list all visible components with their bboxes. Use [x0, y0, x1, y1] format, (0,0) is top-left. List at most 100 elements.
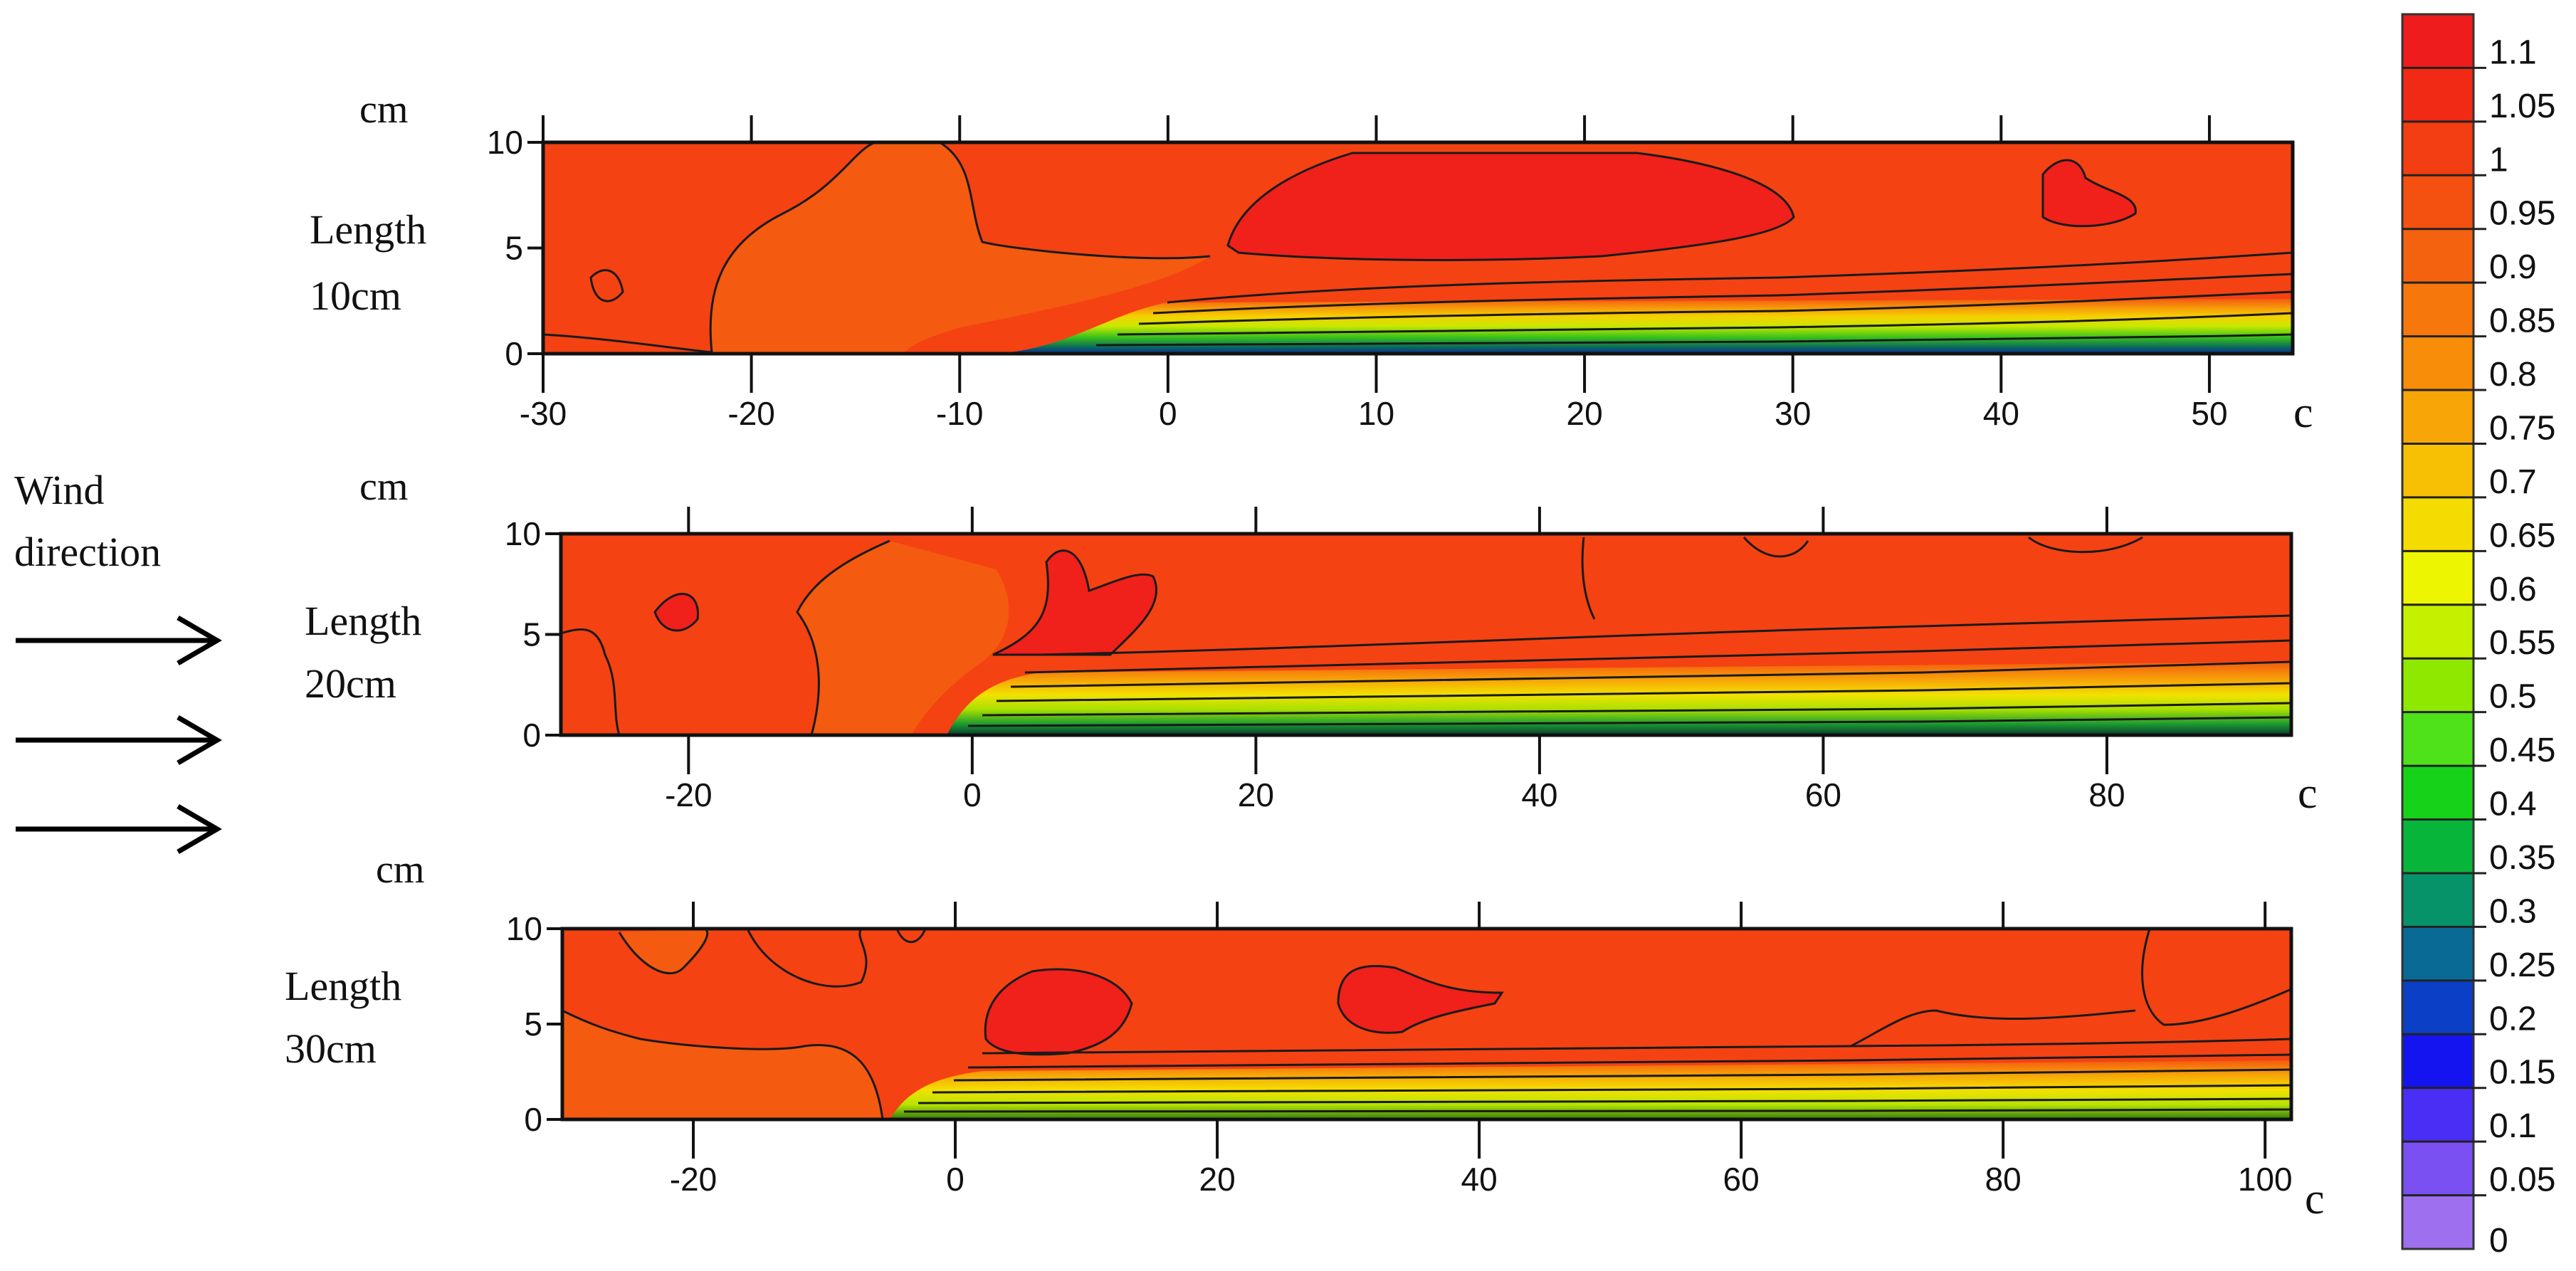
cool-zone-contour	[562, 1011, 883, 1119]
colorbar-swatch	[2402, 336, 2474, 391]
low-value-band	[947, 662, 2291, 735]
colorbar-swatch	[2402, 658, 2474, 713]
x-tick-label: 60	[1805, 776, 1841, 813]
panel-label-line2: 30cm	[285, 1025, 377, 1072]
x-tick-label: 40	[1521, 776, 1557, 813]
colorbar-swatch	[2402, 980, 2474, 1035]
cool-zone-contour	[797, 541, 1009, 735]
colorbar-label: 0.45	[2489, 732, 2555, 769]
wind-label-line2: direction	[14, 529, 161, 575]
x-tick-label: 20	[1238, 776, 1274, 813]
wind-direction-indicator: Wind direction	[14, 467, 222, 855]
colorbar-swatch	[2402, 712, 2474, 767]
panel-length-20cm: cm Length 20cm -20 0 20 40 60 80 0 5 10 c	[305, 465, 2318, 818]
y-tick-label: 0	[505, 335, 523, 372]
x-tick-label: 30	[1775, 395, 1811, 432]
colorbar-swatch	[2402, 443, 2474, 498]
colorbar-swatch	[2402, 819, 2474, 874]
colorbar-label: 0	[2489, 1222, 2508, 1260]
colorbar-legend: 1.1 1.05 1 0.95 0.9 0.85 0.8 0.75 0.7 0.65 0.6 0.55…	[2401, 13, 2555, 1260]
colorbar-label: 0.85	[2489, 302, 2555, 340]
colorbar-label: 0.4	[2489, 786, 2537, 823]
y-tick-label: 5	[522, 616, 541, 653]
colorbar-swatch	[2402, 1195, 2474, 1250]
x-tick-label: 80	[2088, 776, 2125, 813]
colorbar-swatch	[2402, 1034, 2474, 1089]
y-unit-label: cm	[376, 848, 424, 892]
colorbar-label: 0.65	[2489, 517, 2555, 554]
colorbar-swatch	[2402, 497, 2474, 552]
hot-zone-contour	[1338, 966, 1502, 1033]
colorbar-swatch	[2402, 927, 2474, 981]
colorbar-label: 0.55	[2489, 624, 2555, 662]
hot-zone-contour	[1228, 153, 1794, 260]
colorbar-label: 1.05	[2489, 88, 2555, 125]
y-tick-label: 0	[522, 717, 541, 754]
cool-zone-contour	[710, 142, 1210, 354]
x-tick-label: -10	[936, 395, 983, 432]
x-axis: -30 -20 -10 0 10 20 30 40 50	[520, 115, 2228, 432]
panel-length-30cm: cm Length 30cm -20 0 20 40 60 80 100 0 5 10	[285, 848, 2325, 1223]
y-axis: 0 5 10	[506, 910, 562, 1138]
y-tick-label: 10	[487, 124, 523, 161]
colorbar-swatch	[2402, 604, 2474, 660]
x-tick-label: 100	[2238, 1161, 2293, 1198]
x-tick-label: 80	[1985, 1161, 2022, 1198]
x-tick-label: 0	[963, 776, 982, 813]
x-unit-label: c	[2298, 769, 2318, 818]
y-axis: 0 5 10	[505, 515, 561, 754]
y-tick-label: 10	[506, 910, 542, 947]
wind-label-line1: Wind	[14, 467, 105, 513]
colorbar-swatch	[2402, 872, 2474, 928]
x-tick-label: 50	[2191, 395, 2227, 432]
colorbar-swatch	[2402, 175, 2474, 230]
colorbar-label: 0.2	[2489, 1000, 2537, 1038]
colorbar-label: 0.05	[2489, 1161, 2555, 1199]
y-tick-label: 0	[524, 1101, 542, 1138]
x-tick-label: -20	[727, 395, 774, 432]
x-tick-label: 10	[1358, 395, 1394, 432]
wind-arrow-icon	[16, 615, 222, 666]
colorbar-label: 0.5	[2489, 678, 2537, 716]
colorbar-swatch	[2402, 283, 2474, 337]
panel-label-line1: Length	[310, 206, 426, 253]
colorbar-label: 0.35	[2489, 839, 2555, 877]
colorbar-label: 0.6	[2489, 571, 2537, 608]
colorbar-swatch	[2402, 121, 2474, 176]
cool-zone-contour	[619, 929, 708, 974]
colorbar-swatch	[2402, 390, 2474, 445]
x-unit-label: c	[2293, 389, 2313, 437]
colorbar-label: 0.95	[2489, 195, 2555, 233]
x-tick-label: 20	[1567, 395, 1603, 432]
colorbar-label: 1.1	[2489, 33, 2537, 71]
panel-label-line1: Length	[305, 598, 421, 644]
hot-zone-contour	[2043, 160, 2136, 226]
y-tick-label: 5	[524, 1006, 542, 1043]
colorbar-swatch	[2402, 551, 2474, 606]
contour-lines	[562, 927, 2292, 1120]
x-tick-label: -30	[520, 395, 567, 432]
colorbar-label: 0.15	[2489, 1054, 2555, 1092]
hot-zone-contour	[655, 594, 698, 631]
x-tick-label: -20	[670, 1161, 717, 1198]
y-unit-label: cm	[359, 465, 408, 509]
panel-label-line1: Length	[285, 963, 401, 1009]
colorbar-label: 0.75	[2489, 409, 2555, 447]
contour-lines	[560, 536, 2292, 736]
x-axis: -20 0 20 40 60 80	[665, 507, 2125, 813]
panel-length-10cm: cm Length 10cm -30 -20 -10 0 10 20 30 40 50 0 5 10…	[310, 88, 2313, 437]
y-tick-label: 5	[505, 230, 523, 267]
wind-arrow-icon	[16, 714, 222, 766]
y-axis: 0 5 10	[487, 124, 543, 372]
x-tick-label: -20	[665, 776, 712, 813]
colorbar-label: 0.1	[2489, 1107, 2537, 1145]
y-tick-label: 10	[505, 515, 541, 552]
colorbar-label: 0.25	[2489, 946, 2555, 984]
colorbar-swatch	[2402, 228, 2474, 284]
colorbar-swatch	[2402, 766, 2474, 821]
colorbar-swatch	[2402, 1141, 2474, 1196]
x-tick-label: 0	[1159, 395, 1177, 432]
hot-zone-contour	[985, 969, 1132, 1055]
x-tick-label: 20	[1199, 1161, 1235, 1198]
